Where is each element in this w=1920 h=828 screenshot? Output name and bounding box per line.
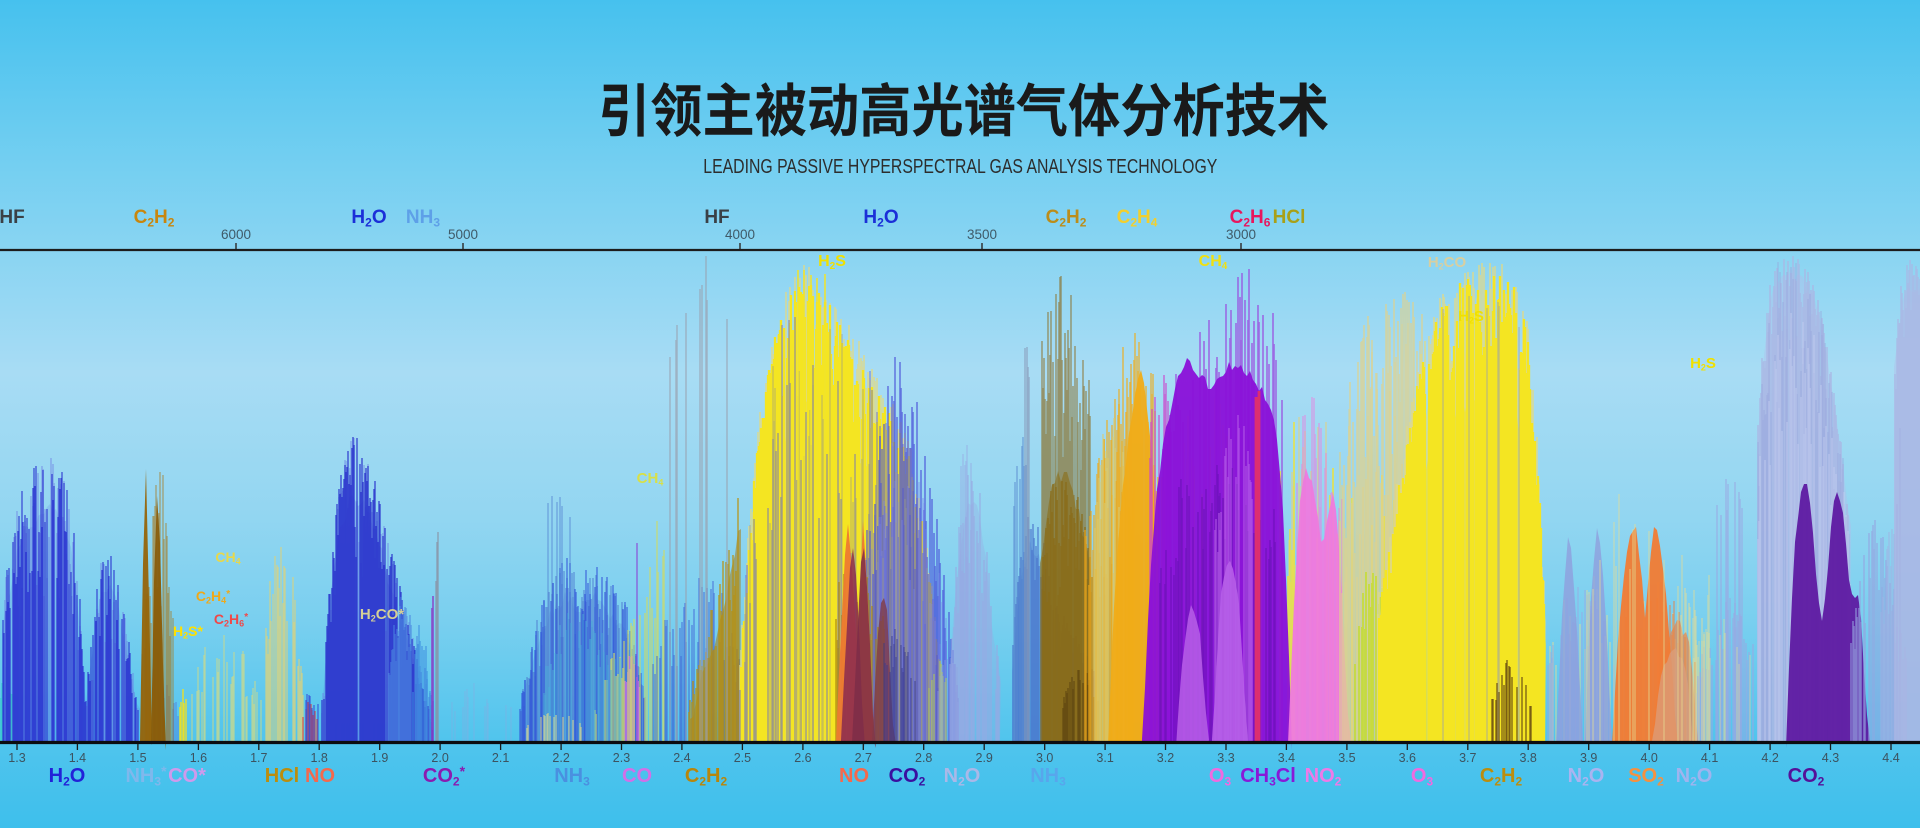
svg-text:4.0: 4.0 bbox=[1641, 751, 1658, 765]
svg-text:H2S: H2S bbox=[818, 253, 846, 272]
svg-text:N2O: N2O bbox=[1568, 765, 1605, 789]
svg-text:NO2: NO2 bbox=[1305, 765, 1342, 789]
svg-text:2.8: 2.8 bbox=[915, 751, 932, 765]
svg-text:3.7: 3.7 bbox=[1459, 751, 1476, 765]
svg-text:2.5: 2.5 bbox=[734, 751, 751, 765]
svg-text:3500: 3500 bbox=[967, 227, 997, 242]
svg-text:HF: HF bbox=[704, 207, 729, 228]
svg-text:NH3*: NH3* bbox=[125, 763, 167, 789]
svg-text:C2H2: C2H2 bbox=[1046, 207, 1087, 229]
svg-text:H2S: H2S bbox=[1690, 355, 1716, 373]
svg-text:NH3: NH3 bbox=[406, 207, 440, 229]
svg-text:H2O: H2O bbox=[351, 207, 386, 229]
svg-text:NO: NO bbox=[305, 765, 335, 787]
svg-text:CO2: CO2 bbox=[889, 765, 926, 789]
svg-text:1.7: 1.7 bbox=[250, 751, 267, 765]
svg-text:CO2*: CO2* bbox=[423, 763, 466, 789]
svg-text:H2O: H2O bbox=[49, 765, 86, 789]
svg-text:5000: 5000 bbox=[448, 227, 478, 242]
svg-text:3.6: 3.6 bbox=[1399, 751, 1416, 765]
svg-text:CO2: CO2 bbox=[1788, 765, 1825, 789]
svg-text:2.7: 2.7 bbox=[855, 751, 872, 765]
svg-text:CH4: CH4 bbox=[215, 549, 240, 567]
svg-text:2.4: 2.4 bbox=[673, 751, 690, 765]
svg-text:1.8: 1.8 bbox=[311, 751, 328, 765]
svg-text:H2CO*: H2CO* bbox=[360, 606, 404, 624]
svg-text:3.0: 3.0 bbox=[1036, 751, 1053, 765]
svg-text:2.6: 2.6 bbox=[794, 751, 811, 765]
svg-text:NH3: NH3 bbox=[1030, 765, 1066, 789]
svg-text:3.2: 3.2 bbox=[1157, 751, 1174, 765]
svg-text:4.1: 4.1 bbox=[1701, 751, 1718, 765]
svg-text:HCl: HCl bbox=[265, 765, 299, 787]
svg-text:C2H2: C2H2 bbox=[685, 765, 728, 789]
svg-text:NH3: NH3 bbox=[554, 765, 590, 789]
svg-text:N2O: N2O bbox=[944, 765, 981, 789]
svg-text:6000: 6000 bbox=[221, 227, 251, 242]
svg-text:3.9: 3.9 bbox=[1580, 751, 1597, 765]
svg-text:2.3: 2.3 bbox=[613, 751, 630, 765]
svg-text:H2CO: H2CO bbox=[1428, 254, 1467, 272]
svg-text:C2H4: C2H4 bbox=[1117, 207, 1158, 229]
svg-text:CH4: CH4 bbox=[637, 470, 664, 488]
svg-text:1.3: 1.3 bbox=[8, 751, 25, 765]
svg-text:CH4: CH4 bbox=[1199, 253, 1228, 272]
svg-text:NO: NO bbox=[839, 765, 869, 787]
svg-text:CO*: CO* bbox=[168, 765, 206, 787]
svg-text:3000: 3000 bbox=[1226, 227, 1256, 242]
svg-text:3.4: 3.4 bbox=[1278, 751, 1295, 765]
svg-text:3.3: 3.3 bbox=[1217, 751, 1234, 765]
svg-text:H2S*: H2S* bbox=[173, 623, 203, 641]
svg-text:1.9: 1.9 bbox=[371, 751, 388, 765]
svg-text:2.2: 2.2 bbox=[552, 751, 569, 765]
svg-text:HF: HF bbox=[0, 207, 25, 228]
svg-text:CO: CO bbox=[622, 765, 652, 787]
svg-text:1.6: 1.6 bbox=[190, 751, 207, 765]
svg-text:3.5: 3.5 bbox=[1338, 751, 1355, 765]
svg-text:HCl: HCl bbox=[1273, 207, 1306, 228]
svg-text:H2O: H2O bbox=[863, 207, 898, 229]
svg-text:2.9: 2.9 bbox=[976, 751, 993, 765]
svg-text:C2H6: C2H6 bbox=[1230, 207, 1271, 229]
svg-text:C2H4*: C2H4* bbox=[196, 588, 230, 606]
svg-text:4.4: 4.4 bbox=[1882, 751, 1899, 765]
svg-text:1.4: 1.4 bbox=[69, 751, 86, 765]
svg-text:N2O: N2O bbox=[1676, 765, 1713, 789]
svg-text:C2H2: C2H2 bbox=[134, 207, 175, 229]
svg-text:4000: 4000 bbox=[725, 227, 755, 242]
svg-text:1.5: 1.5 bbox=[129, 751, 146, 765]
svg-text:CH3Cl: CH3Cl bbox=[1240, 765, 1296, 789]
svg-text:O3: O3 bbox=[1411, 765, 1434, 789]
svg-text:O3: O3 bbox=[1209, 765, 1232, 789]
svg-text:SO2: SO2 bbox=[1628, 765, 1664, 789]
svg-text:H2S: H2S bbox=[1458, 308, 1484, 326]
svg-text:3.8: 3.8 bbox=[1520, 751, 1537, 765]
svg-text:3.1: 3.1 bbox=[1096, 751, 1113, 765]
svg-text:4.3: 4.3 bbox=[1822, 751, 1839, 765]
svg-text:C2H6*: C2H6* bbox=[214, 611, 248, 629]
svg-text:2.1: 2.1 bbox=[492, 751, 509, 765]
svg-text:4.2: 4.2 bbox=[1761, 751, 1778, 765]
svg-text:2.0: 2.0 bbox=[431, 751, 448, 765]
svg-text:C2H2: C2H2 bbox=[1480, 765, 1523, 789]
